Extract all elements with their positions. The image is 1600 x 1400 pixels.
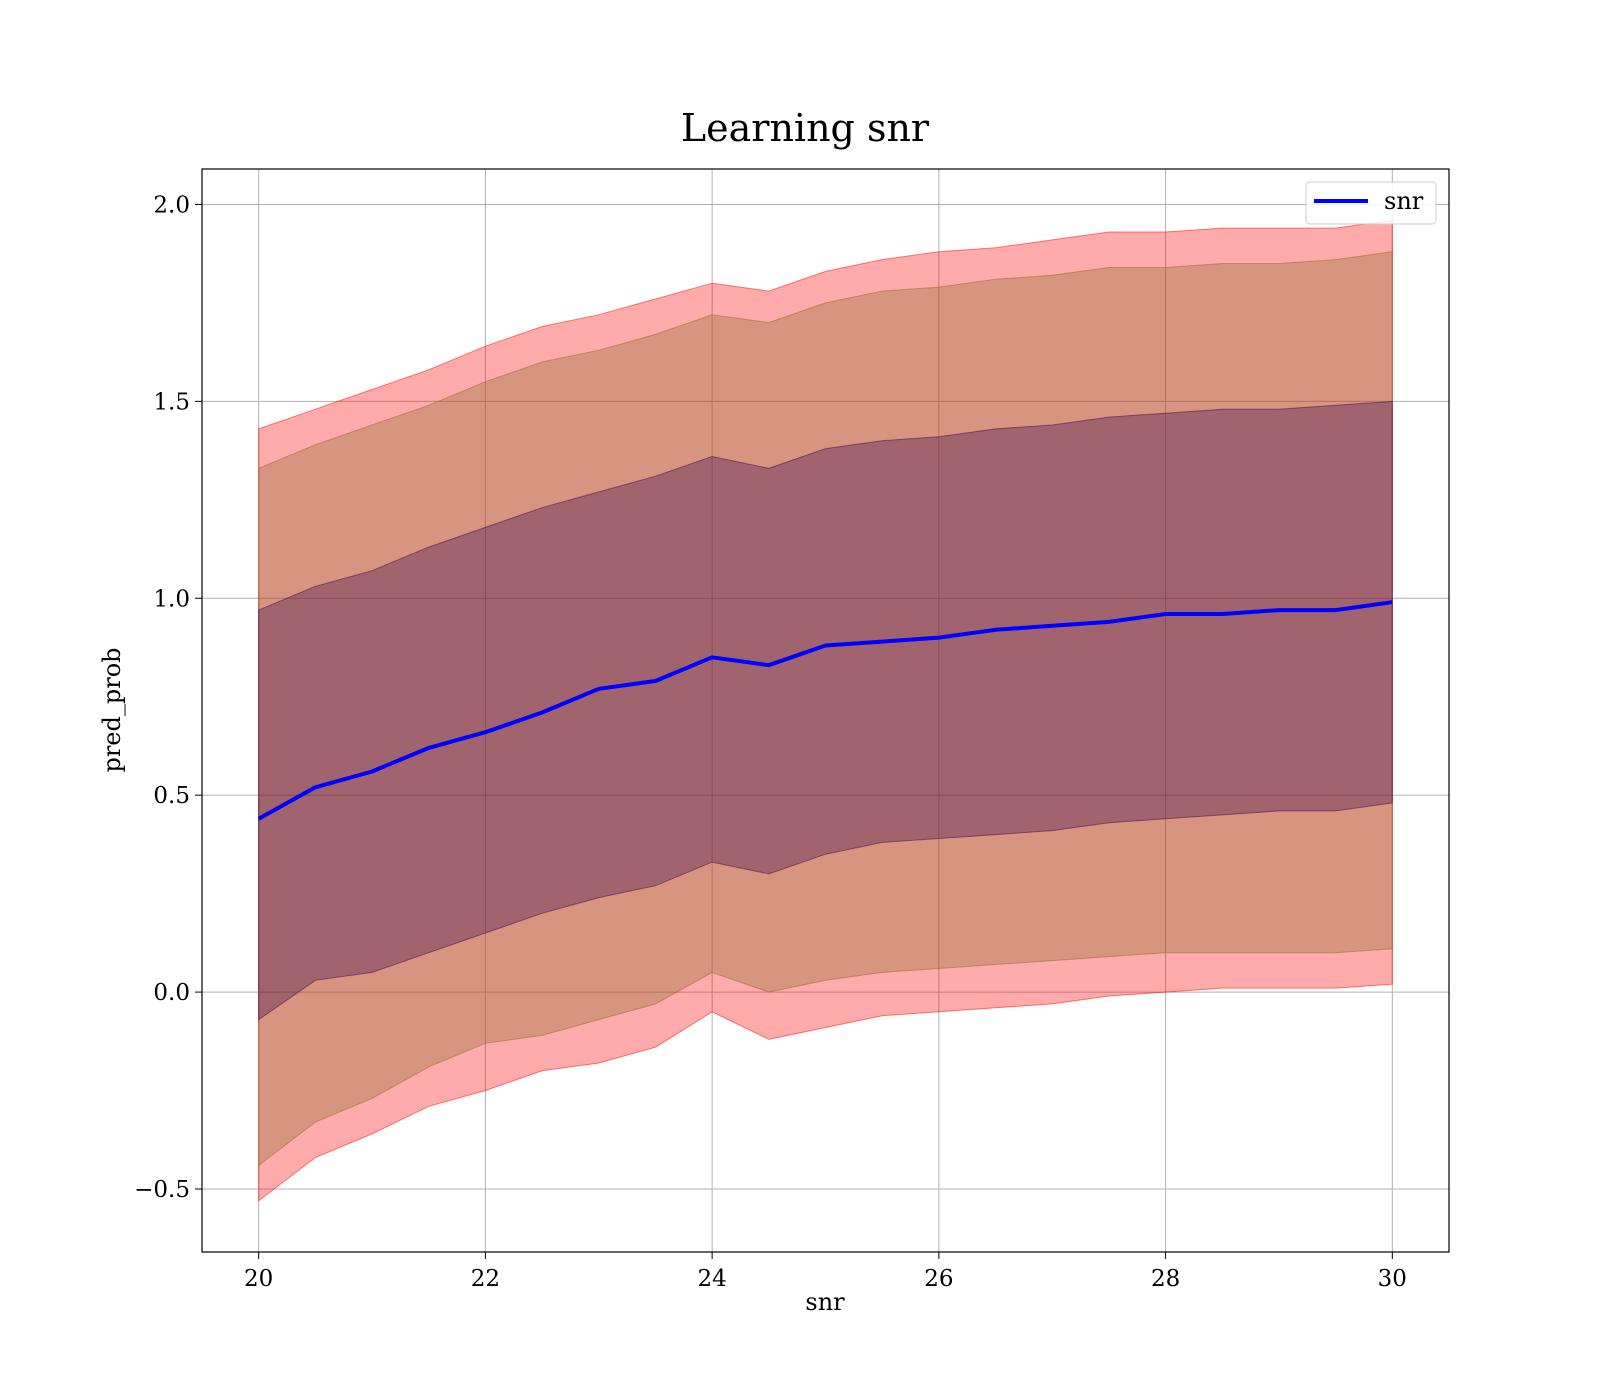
x-tick-label: 30 [1378,1266,1407,1292]
y-tick-label: 0.5 [153,783,190,809]
y-tick-label: 2.0 [153,192,190,218]
series-lines [257,600,1393,821]
x-tick-label: 20 [244,1266,273,1292]
legend-box [1305,181,1437,225]
confidence-bands [258,219,1393,1202]
band-3 [258,400,1393,1021]
y-tick-label: 1.0 [153,586,190,612]
x-axis-label: snr [805,1288,845,1316]
x-tick-label: 28 [1151,1266,1180,1292]
y-axis-label: pred_prob [98,647,126,772]
band-2 [258,251,1393,1167]
x-tick-label: 24 [697,1266,726,1292]
legend-label-snr: snr [1384,187,1424,215]
band-1 [258,219,1393,1202]
y-tick-label: 1.5 [153,389,190,415]
axis-ticks: 20 22 24 26 28 30 −0.5 0.0 0.5 1.0 1.5 2.0 [134,192,1407,1292]
series-line-snr [257,600,1393,821]
plot-frame [201,168,1450,1253]
legend: snr [1305,181,1437,225]
y-tick-label: 0.0 [153,980,190,1006]
chart-title: Learning snr [681,106,930,150]
x-tick-label: 26 [924,1266,953,1292]
y-tick-label: −0.5 [134,1177,190,1203]
x-tick-label: 22 [471,1266,500,1292]
